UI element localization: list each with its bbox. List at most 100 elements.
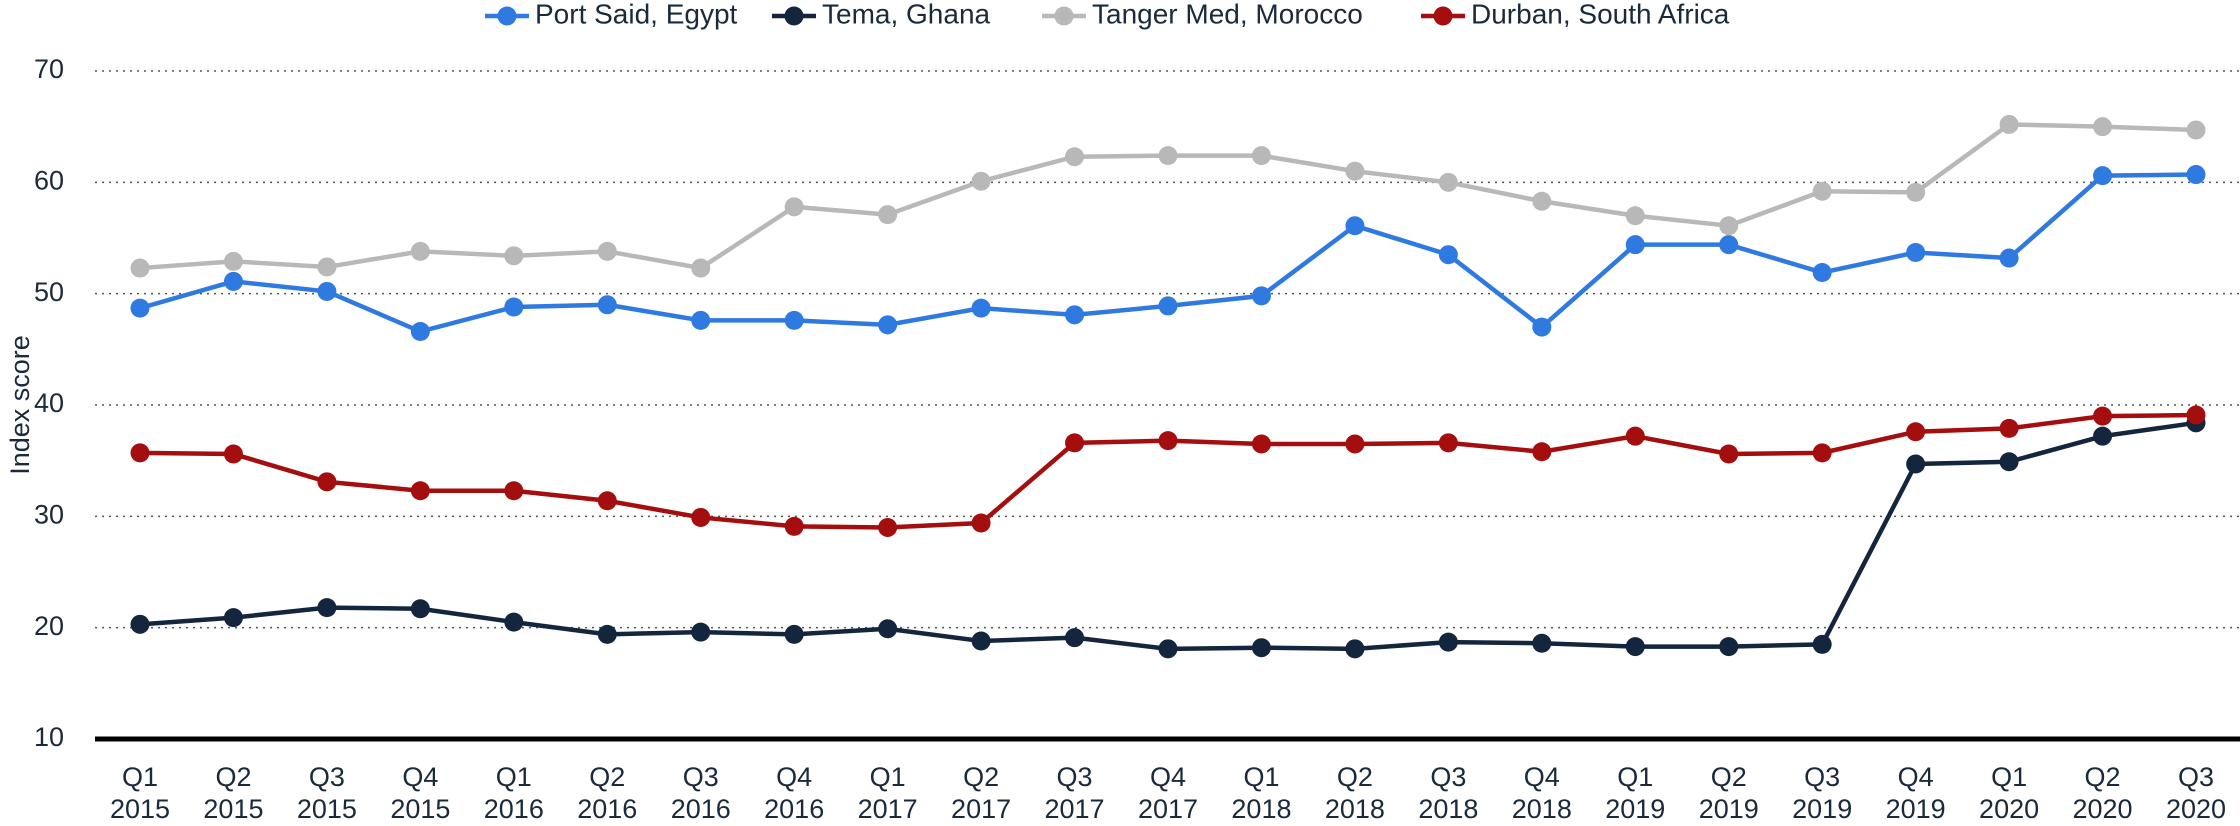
data-point (691, 622, 711, 642)
data-point (1812, 634, 1832, 654)
x-tick-label: Q1 (1617, 762, 1653, 792)
data-point (1999, 248, 2019, 268)
data-point (971, 513, 991, 533)
x-tick-label: Q1 (122, 762, 158, 792)
legend-marker (784, 6, 804, 26)
x-tick-label: Q3 (309, 762, 345, 792)
y-tick-label: 20 (34, 611, 64, 641)
data-point (1065, 433, 1085, 453)
data-point (1345, 639, 1365, 659)
data-point (1065, 628, 1085, 648)
x-tick-label: 2017 (1138, 794, 1198, 824)
data-point (410, 322, 430, 342)
data-point (1532, 191, 1552, 211)
data-point (223, 251, 243, 271)
data-point (1438, 245, 1458, 265)
legend: Port Said, Egypt Tema, Ghana Tanger Med, M… (485, 0, 1730, 29)
x-tick-label: 2016 (671, 794, 731, 824)
data-point (504, 246, 524, 266)
data-point (784, 624, 804, 644)
legend-marker (1433, 6, 1453, 26)
data-point (317, 257, 337, 277)
data-point (1906, 422, 1926, 442)
data-point (1999, 114, 2019, 134)
legend-label: Tema, Ghana (822, 0, 991, 29)
series-line (139, 122, 2197, 271)
x-tick-label: Q2 (963, 762, 999, 792)
data-point (1906, 242, 1926, 262)
data-point (1532, 442, 1552, 462)
y-tick-label: 60 (34, 165, 64, 195)
x-tick-label: 2018 (1231, 794, 1291, 824)
data-point (1345, 216, 1365, 236)
data-point (878, 315, 898, 335)
data-point (1345, 161, 1365, 181)
data-point (878, 205, 898, 225)
x-tick-label: 2016 (764, 794, 824, 824)
x-tick-label: 2018 (1418, 794, 1478, 824)
x-tick-label: 2015 (390, 794, 450, 824)
x-tick-label: 2018 (1512, 794, 1572, 824)
x-tick-label: 2017 (1045, 794, 1105, 824)
x-tick-label: Q3 (683, 762, 719, 792)
data-point (691, 310, 711, 330)
x-tick-label: 2017 (858, 794, 918, 824)
x-tick-label: Q3 (1430, 762, 1466, 792)
x-tick-label: 2019 (1699, 794, 1759, 824)
x-tick-label: Q4 (1150, 762, 1186, 792)
data-point (1719, 637, 1739, 657)
x-tick-label: Q4 (776, 762, 812, 792)
data-point (597, 491, 617, 511)
x-tick-label: 2019 (1605, 794, 1665, 824)
x-tick-label: Q3 (1057, 762, 1093, 792)
data-point (1158, 431, 1178, 451)
data-point (1251, 638, 1271, 658)
data-point (130, 298, 150, 318)
data-point (691, 507, 711, 527)
x-tick-label: Q2 (1711, 762, 1747, 792)
data-point (317, 472, 337, 492)
x-tick-label: 2017 (951, 794, 1011, 824)
y-axis-label: Index score (5, 335, 35, 475)
data-point (691, 258, 711, 278)
x-tick-label: Q1 (1991, 762, 2027, 792)
x-tick-label: 2018 (1325, 794, 1385, 824)
data-point (504, 297, 524, 317)
data-point (1999, 452, 2019, 472)
data-point (878, 517, 898, 537)
data-point (2093, 406, 2113, 426)
data-point (1345, 434, 1365, 454)
data-point (2186, 120, 2206, 140)
x-tick-label: Q4 (1524, 762, 1560, 792)
data-point (1999, 418, 2019, 438)
data-point (1625, 637, 1645, 657)
data-point (784, 197, 804, 217)
x-tick-label: 2019 (1886, 794, 1946, 824)
data-point (130, 614, 150, 634)
data-point (1812, 443, 1832, 463)
data-point (1438, 632, 1458, 652)
x-tick-label: 2015 (203, 794, 263, 824)
x-tick-label: Q4 (1898, 762, 1934, 792)
data-point (1532, 317, 1552, 337)
data-point (1812, 263, 1832, 283)
data-point (1251, 146, 1271, 166)
y-tick-label: 30 (34, 499, 64, 529)
data-point (1158, 296, 1178, 316)
y-tick-label: 50 (34, 277, 64, 307)
data-point (1158, 639, 1178, 659)
data-point (1719, 216, 1739, 236)
x-tick-label: 2016 (577, 794, 637, 824)
x-tick-label: Q2 (215, 762, 251, 792)
y-tick-label: 70 (34, 54, 64, 84)
data-point (1065, 147, 1085, 167)
data-point (2093, 426, 2113, 446)
x-tick-label: 2019 (1792, 794, 1852, 824)
x-tick-label: Q2 (589, 762, 625, 792)
data-point (2186, 405, 2206, 425)
x-tick-label: Q3 (2178, 762, 2214, 792)
data-point (410, 241, 430, 261)
data-point (1906, 182, 1926, 202)
x-tick-label: 2020 (2073, 794, 2133, 824)
